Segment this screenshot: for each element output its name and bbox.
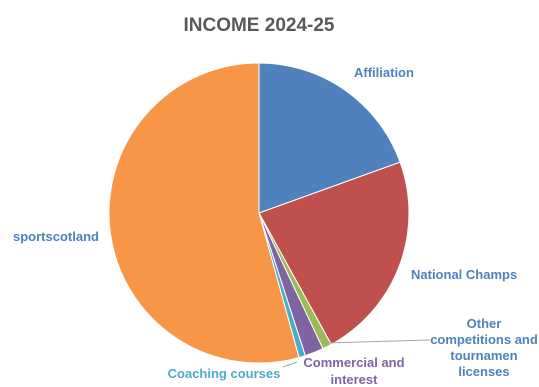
chart-title: INCOME 2024-25: [183, 15, 334, 36]
pie-slice-national-champs: [258, 161, 410, 346]
slice-label-coaching-courses: Coaching courses: [168, 366, 281, 381]
leader-lines: [282, 339, 431, 368]
leader-line-coaching-courses: [282, 361, 298, 368]
leader-line-other-competitions-and-tournamen-licenses: [325, 339, 431, 344]
pie-slice-sportscotland: [108, 62, 300, 364]
pie-slice-affiliation: [258, 62, 401, 214]
slice-label-national-champs: National Champs: [411, 267, 517, 282]
slice-label-affiliation: Affiliation: [354, 65, 414, 80]
slice-label-sportscotland: sportscotland: [13, 229, 99, 244]
slice-label-other-competitions-and-tournamen-licenses: Other competitions and tournamen licenses: [430, 316, 538, 379]
pie-slices: [108, 62, 410, 364]
slice-label-commercial-and-interest: Commercial and interest: [303, 355, 404, 387]
slice-labels: Affiliation National Champs Other competiti…: [13, 65, 538, 387]
